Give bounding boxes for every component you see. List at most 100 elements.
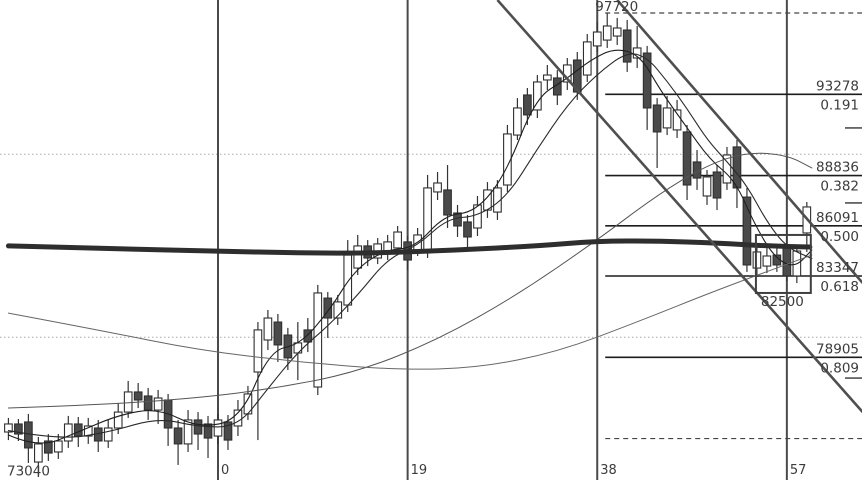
candle xyxy=(513,98,522,140)
fib-ratio-label: 0.191 xyxy=(820,97,859,113)
candle xyxy=(552,70,562,106)
candle xyxy=(782,230,792,282)
candle-body-bull xyxy=(53,440,63,453)
candle-body-bear xyxy=(133,391,143,401)
candle xyxy=(253,322,263,441)
candle xyxy=(383,234,393,261)
candle-body-bull xyxy=(702,176,712,197)
ma-thick-line xyxy=(5,238,813,256)
candle-body-bear xyxy=(303,329,313,343)
candle xyxy=(43,434,53,461)
candle-body-bear xyxy=(682,131,692,186)
candle xyxy=(183,410,193,452)
candle xyxy=(612,17,622,46)
candle xyxy=(313,284,323,396)
candle-body-bull xyxy=(34,443,43,463)
x-axis-tick-label: 57 xyxy=(790,463,807,478)
candle-body-bull xyxy=(313,292,323,388)
candle-body-bull xyxy=(542,74,552,81)
candle xyxy=(602,12,612,48)
candle-body-bear xyxy=(622,29,632,63)
candle xyxy=(53,434,63,459)
candle xyxy=(123,380,133,418)
candle-body-bull xyxy=(153,397,163,411)
candle-body-bull xyxy=(592,31,602,47)
candle-body-bull xyxy=(263,317,273,341)
candle xyxy=(682,124,692,200)
candle-body-bull xyxy=(473,204,482,229)
candle-body-bear xyxy=(14,423,23,435)
ma-slow-line xyxy=(7,152,813,409)
candle xyxy=(103,419,113,448)
candle xyxy=(762,247,772,274)
candle-body-bull xyxy=(602,25,612,41)
candle xyxy=(433,172,442,200)
candle xyxy=(662,96,672,136)
candle xyxy=(4,417,13,441)
box-price-label: 82500 xyxy=(761,294,804,310)
candle xyxy=(63,415,73,448)
high-price-label: 97720 xyxy=(595,0,638,15)
candle-body-bear xyxy=(203,423,213,439)
candles-layer xyxy=(4,12,812,478)
x-axis-tick-label: 19 xyxy=(411,463,428,478)
candle xyxy=(273,313,283,362)
candle xyxy=(702,169,712,205)
candle xyxy=(143,387,153,420)
candle-body-bull xyxy=(83,425,93,437)
candle-body-bear xyxy=(73,423,83,437)
candle xyxy=(463,215,472,248)
candle-body-bear xyxy=(742,196,752,266)
candle xyxy=(642,45,652,130)
fib-ratio-label: 0.809 xyxy=(820,360,859,376)
candle-body-bull xyxy=(762,255,772,267)
fib-price-label: 93278 xyxy=(816,78,859,94)
candle-body-bull xyxy=(213,419,223,437)
candle xyxy=(213,413,223,444)
candle-body-bear xyxy=(323,297,333,319)
channel-lower-trendline[interactable] xyxy=(496,0,862,413)
candle-body-bull xyxy=(343,254,353,306)
candle-body-bear xyxy=(732,146,742,189)
candle xyxy=(24,413,33,463)
candle xyxy=(632,25,642,69)
candle xyxy=(14,419,23,441)
candle xyxy=(453,204,462,237)
candle xyxy=(473,195,482,237)
candle-body-bull xyxy=(103,427,113,442)
candle xyxy=(193,412,203,450)
candle-body-bull xyxy=(4,423,13,433)
candle xyxy=(533,75,542,119)
fib-ratio-label: 0.500 xyxy=(820,229,859,245)
fib-price-label: 86091 xyxy=(816,210,859,226)
candle xyxy=(203,415,213,459)
ma-medium-line xyxy=(7,53,813,438)
x-axis-tick-label: 0 xyxy=(221,463,229,478)
candle-body-bear xyxy=(273,321,283,346)
candle xyxy=(503,124,512,192)
candle-body-bull xyxy=(662,107,672,129)
candle-body-bear xyxy=(712,171,722,199)
candle-body-bull xyxy=(123,391,133,413)
candle xyxy=(133,382,143,409)
candle xyxy=(153,389,163,424)
fib-ratio-label: 0.618 xyxy=(820,279,859,295)
candle-body-bull xyxy=(513,107,522,136)
candle-body-bull xyxy=(632,47,642,59)
candle-body-bull xyxy=(612,27,622,37)
candle xyxy=(423,174,432,259)
candle xyxy=(542,64,552,91)
fib-price-label: 83347 xyxy=(816,260,859,276)
candle xyxy=(672,99,682,138)
candle xyxy=(333,294,343,325)
candle-body-bear xyxy=(523,94,532,116)
candle xyxy=(622,19,632,72)
x-axis-tick-label: 38 xyxy=(600,463,617,478)
moving-averages xyxy=(5,49,813,444)
support-zone-box[interactable] xyxy=(754,233,812,294)
candle-body-bear xyxy=(143,395,153,411)
channel-upper-trendline[interactable] xyxy=(616,0,862,284)
candle xyxy=(652,98,662,168)
